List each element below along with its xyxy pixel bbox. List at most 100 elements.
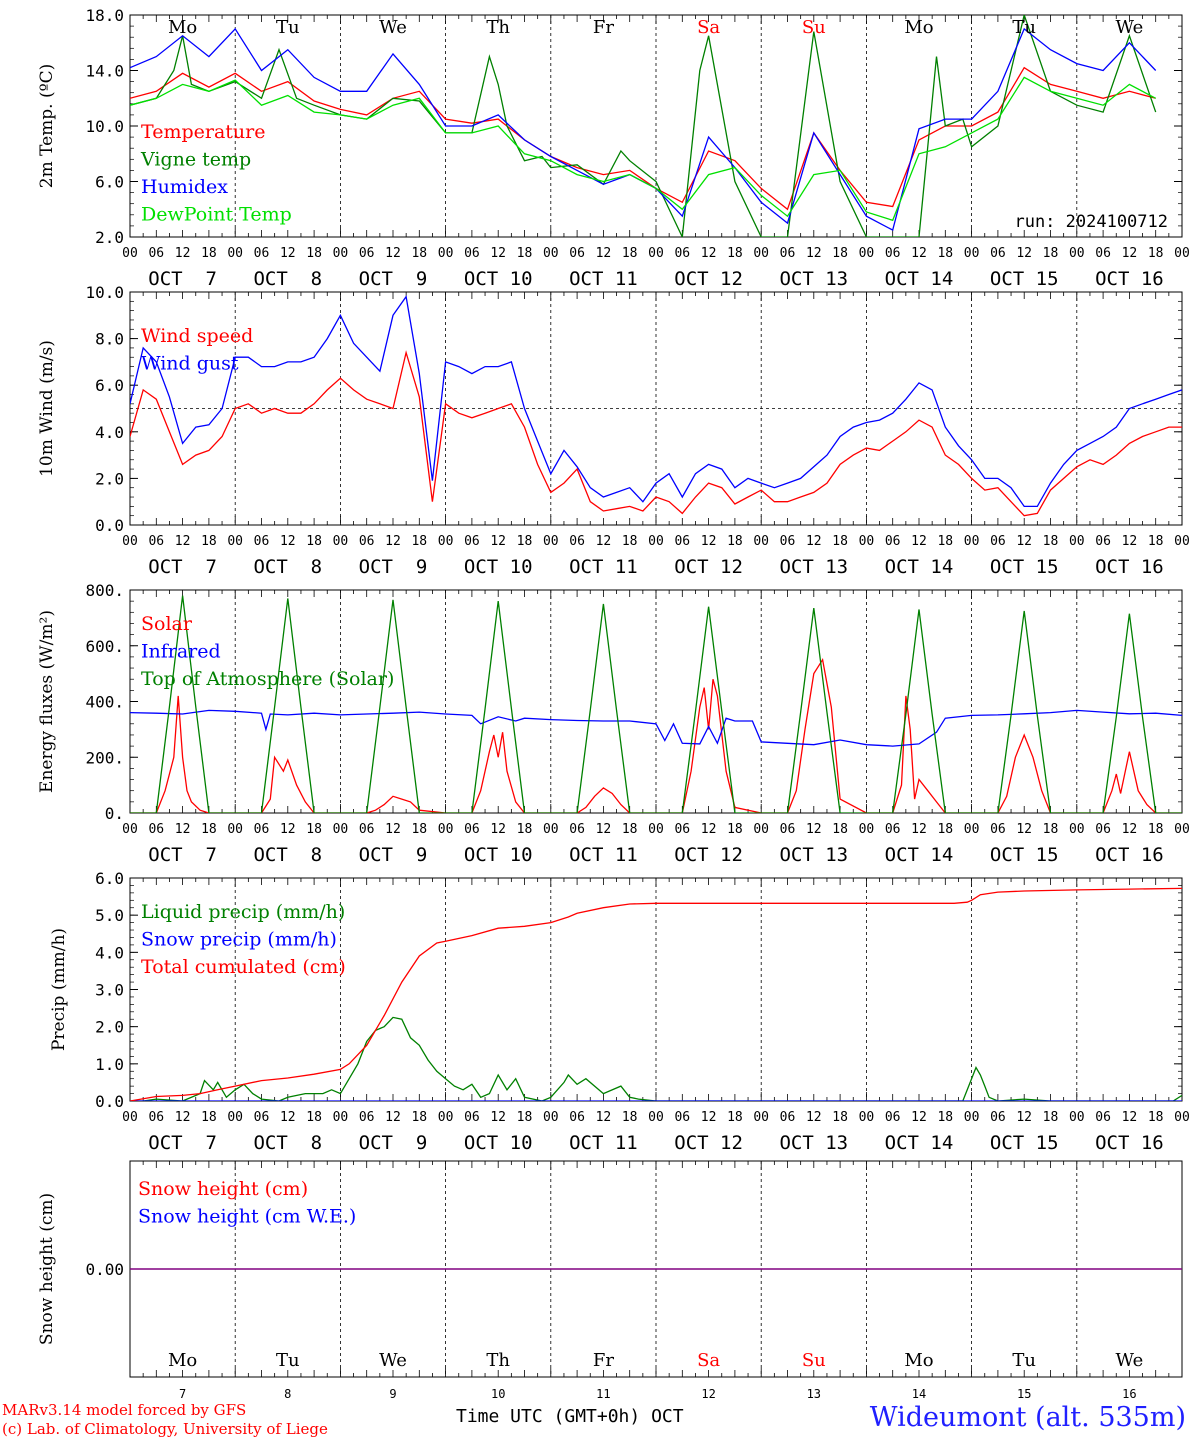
y-tick-label: 1.0 bbox=[95, 1055, 124, 1074]
hour-tick-label: 00 bbox=[753, 246, 769, 261]
hour-tick-label: 06 bbox=[254, 1110, 270, 1125]
weekday-label: Tu bbox=[1012, 17, 1036, 38]
day-number-label: 16 bbox=[1122, 1387, 1136, 1401]
hour-tick-label: 00 bbox=[964, 534, 980, 549]
legend-entry: Total cumulated (cm) bbox=[141, 956, 346, 978]
legend-entry: Infrared bbox=[141, 641, 221, 663]
hour-tick-label: 00 bbox=[333, 1110, 349, 1125]
date-label: OCT 13 bbox=[779, 268, 848, 290]
panel-precip: 0.0 1.0 2.0 3.0 4.0 5.0 6.0 Precip (mm/h) Liquid… bbox=[49, 869, 1190, 1154]
hour-tick-label: 06 bbox=[569, 1110, 585, 1125]
date-label: OCT 9 bbox=[359, 268, 428, 290]
date-label: OCT 9 bbox=[359, 844, 428, 866]
series-line-infrared bbox=[130, 709, 1182, 747]
day-number-label: 9 bbox=[389, 1387, 396, 1401]
date-label: OCT 7 bbox=[148, 1132, 217, 1154]
date-label: OCT 14 bbox=[885, 1132, 954, 1154]
date-label: OCT 12 bbox=[674, 844, 743, 866]
hour-tick-label: 12 bbox=[911, 1110, 927, 1125]
bottom-weekday-label: We bbox=[1116, 1350, 1144, 1371]
hour-tick-label: 06 bbox=[464, 822, 480, 837]
hour-tick-label: 12 bbox=[490, 822, 506, 837]
date-label: OCT 14 bbox=[885, 268, 954, 290]
y-tick-label: 2.0 bbox=[95, 469, 124, 488]
lab-credit: (c) Lab. of Climatology, University of L… bbox=[2, 1420, 328, 1438]
hour-tick-label: 12 bbox=[175, 534, 191, 549]
legend-entry: Wind gust bbox=[141, 353, 239, 375]
hour-tick-label: 00 bbox=[1174, 1110, 1190, 1125]
y-tick-label: 0. bbox=[105, 804, 124, 823]
hour-tick-label: 06 bbox=[1095, 534, 1111, 549]
weekday-label: We bbox=[1116, 17, 1144, 38]
day-number-label: 14 bbox=[912, 1387, 926, 1401]
series-line-liquid-precip-mm-h- bbox=[130, 1016, 1182, 1101]
hour-tick-label: 06 bbox=[254, 246, 270, 261]
hour-tick-label: 18 bbox=[832, 822, 848, 837]
bottom-weekday-label: Sa bbox=[697, 1350, 720, 1371]
y-tick-label: 10.0 bbox=[85, 117, 124, 136]
hour-tick-label: 00 bbox=[1174, 534, 1190, 549]
y-tick-label: 0.0 bbox=[95, 1092, 124, 1111]
hour-tick-label: 00 bbox=[1069, 822, 1085, 837]
bottom-weekday-label: Th bbox=[486, 1350, 510, 1371]
hour-tick-label: 00 bbox=[859, 246, 875, 261]
date-label: OCT 15 bbox=[990, 1132, 1059, 1154]
hour-tick-label: 00 bbox=[333, 246, 349, 261]
hour-tick-label: 06 bbox=[885, 822, 901, 837]
hour-tick-label: 00 bbox=[648, 246, 664, 261]
hour-tick-label: 00 bbox=[543, 1110, 559, 1125]
y-tick-label: 4.0 bbox=[95, 943, 124, 962]
panel-frame bbox=[129, 589, 1183, 814]
hour-tick-label: 06 bbox=[780, 246, 796, 261]
legend-entry: Snow precip (mm/h) bbox=[141, 929, 337, 951]
date-label: OCT 13 bbox=[779, 556, 848, 578]
hour-tick-label: 06 bbox=[885, 1110, 901, 1125]
hour-tick-label: 06 bbox=[148, 246, 164, 261]
hour-tick-label: 18 bbox=[937, 822, 953, 837]
hour-tick-label: 12 bbox=[701, 822, 717, 837]
hour-tick-label: 12 bbox=[385, 534, 401, 549]
hour-tick-label: 00 bbox=[859, 534, 875, 549]
legend-entry: Wind speed bbox=[141, 325, 253, 347]
date-label: OCT 7 bbox=[148, 556, 217, 578]
y-tick-label: 3.0 bbox=[95, 981, 124, 1000]
hour-tick-label: 06 bbox=[674, 822, 690, 837]
model-credit: MARv3.14 model forced by GFS bbox=[2, 1401, 247, 1419]
hour-tick-label: 12 bbox=[806, 822, 822, 837]
hour-tick-label: 00 bbox=[1069, 1110, 1085, 1125]
series-line-temperature bbox=[130, 66, 1156, 211]
weekday-label: Sa bbox=[697, 17, 720, 38]
legend-entry: Solar bbox=[141, 613, 193, 635]
y-tick-label: 6.0 bbox=[95, 173, 124, 192]
date-label: OCT 8 bbox=[253, 1132, 322, 1154]
hour-tick-label: 00 bbox=[333, 822, 349, 837]
hour-tick-label: 18 bbox=[1148, 534, 1164, 549]
hour-tick-label: 18 bbox=[306, 822, 322, 837]
date-label: OCT 16 bbox=[1095, 268, 1164, 290]
hour-tick-label: 18 bbox=[937, 1110, 953, 1125]
date-label: OCT 16 bbox=[1095, 556, 1164, 578]
date-label: OCT 9 bbox=[359, 556, 428, 578]
hour-tick-label: 00 bbox=[438, 1110, 454, 1125]
hour-tick-label: 06 bbox=[359, 246, 375, 261]
hour-tick-label: 00 bbox=[543, 246, 559, 261]
date-label: OCT 15 bbox=[990, 844, 1059, 866]
hour-tick-label: 00 bbox=[227, 1110, 243, 1125]
hour-tick-label: 12 bbox=[1122, 534, 1138, 549]
hour-tick-label: 12 bbox=[175, 246, 191, 261]
hour-tick-label: 06 bbox=[148, 534, 164, 549]
date-label: OCT 10 bbox=[464, 844, 533, 866]
hour-tick-label: 06 bbox=[148, 822, 164, 837]
date-label: OCT 10 bbox=[464, 268, 533, 290]
hour-tick-label: 06 bbox=[359, 1110, 375, 1125]
bottom-weekday-label: We bbox=[379, 1350, 407, 1371]
hour-tick-label: 18 bbox=[306, 534, 322, 549]
hour-tick-label: 00 bbox=[1174, 246, 1190, 261]
hour-tick-label: 06 bbox=[674, 1110, 690, 1125]
hour-tick-label: 18 bbox=[306, 1110, 322, 1125]
hour-tick-label: 12 bbox=[175, 1110, 191, 1125]
hour-tick-label: 06 bbox=[674, 534, 690, 549]
hour-tick-label: 12 bbox=[490, 534, 506, 549]
hour-tick-label: 12 bbox=[806, 1110, 822, 1125]
hour-tick-label: 06 bbox=[780, 534, 796, 549]
